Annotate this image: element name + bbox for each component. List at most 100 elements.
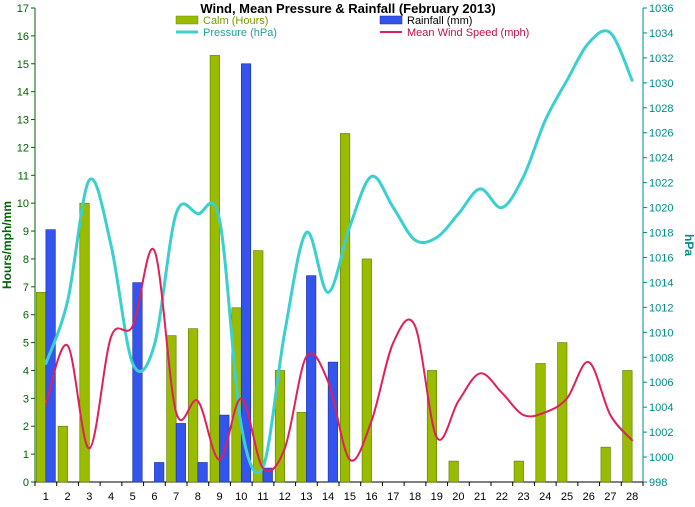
calm-bar — [296, 411, 307, 483]
y2-tick-label: 998 — [649, 477, 667, 489]
calm-bar — [426, 370, 438, 483]
rainfall-bar — [197, 462, 208, 483]
legend: Calm (Hours) Rainfall (mm) Pressure (hPa… — [175, 15, 529, 39]
x-tick-label: 24 — [539, 491, 551, 503]
x-tick-label: 9 — [217, 491, 223, 503]
x-tick-label: 17 — [387, 491, 399, 503]
y2-tick-label: 1004 — [649, 402, 673, 414]
x-tick-label: 7 — [173, 491, 179, 503]
y2-tick-label: 1034 — [649, 28, 673, 40]
y2-tick-label: 1014 — [649, 277, 673, 289]
pressure-line — [44, 29, 634, 475]
wind-speed-line — [44, 247, 634, 473]
y-tick-label: 17 — [17, 3, 29, 15]
calm-bar — [622, 370, 633, 483]
y-tick-label: 13 — [17, 115, 29, 127]
y2-tick-label: 1024 — [649, 153, 673, 165]
y2-tick-label: 1010 — [649, 327, 673, 339]
x-tick-label: 18 — [409, 491, 421, 503]
x-tick-label: 15 — [344, 491, 356, 503]
calm-bar — [340, 133, 351, 483]
y2-tick-label: 1002 — [649, 427, 673, 439]
x-tick-label: 22 — [496, 491, 508, 503]
legend-label-calm: Calm (Hours) — [203, 15, 268, 27]
x-tick-label: 3 — [86, 491, 92, 503]
x-tick-label: 25 — [561, 491, 573, 503]
y-tick-label: 15 — [17, 59, 29, 71]
y-tick-label: 1 — [23, 449, 29, 461]
plot-area: 0123456789101112131415161799810001002100… — [17, 3, 674, 503]
x-tick-label: 6 — [151, 491, 157, 503]
y-tick-label: 14 — [17, 87, 29, 99]
y2-tick-label: 1032 — [649, 53, 673, 65]
y-tick-label: 2 — [23, 421, 29, 433]
calm-bar — [188, 328, 199, 483]
y2-tick-label: 1036 — [649, 3, 673, 15]
y-tick-label: 4 — [23, 365, 29, 377]
x-tick-label: 19 — [431, 491, 443, 503]
y-tick-label: 8 — [23, 254, 29, 266]
x-tick-label: 13 — [300, 491, 312, 503]
x-tick-label: 12 — [279, 491, 291, 503]
legend-label-rainfall: Rainfall (mm) — [407, 15, 472, 27]
x-tick-label: 10 — [235, 491, 247, 503]
y-tick-label: 11 — [18, 170, 29, 182]
calm-bar — [600, 446, 611, 483]
chart-title: Wind, Mean Pressure & Rainfall (February… — [200, 1, 495, 16]
x-tick-label: 4 — [108, 491, 114, 503]
legend-swatch-calm — [175, 15, 199, 25]
calm-bar — [557, 342, 568, 483]
x-tick-label: 20 — [452, 491, 464, 503]
y-tick-label: 16 — [17, 31, 29, 43]
rainfall-bar — [240, 63, 252, 483]
x-tick-label: 28 — [626, 491, 638, 503]
y-axis-label: Hours/mph/mm — [0, 201, 14, 289]
y2-tick-label: 1000 — [649, 452, 673, 464]
rainfall-bar — [175, 423, 186, 483]
calm-bar — [361, 258, 372, 483]
y-tick-label: 9 — [23, 226, 29, 238]
x-tick-label: 27 — [604, 491, 616, 503]
rainfall-bar — [132, 282, 143, 483]
y-tick-label: 6 — [23, 310, 29, 322]
y-tick-label: 5 — [23, 338, 29, 350]
y2-tick-label: 1030 — [649, 78, 673, 90]
y2-tick-label: 1022 — [649, 178, 673, 190]
y-tick-label: 12 — [17, 142, 29, 154]
calm-bar — [209, 55, 220, 483]
x-tick-label: 2 — [65, 491, 71, 503]
y2-tick-label: 1018 — [649, 228, 673, 240]
y2-tick-label: 1026 — [649, 128, 673, 140]
y-tick-label: 7 — [23, 282, 29, 294]
rainfall-bar — [262, 467, 273, 483]
calm-bar — [513, 460, 524, 483]
y2-axis-label: hPa — [682, 234, 695, 256]
x-tick-label: 16 — [365, 491, 377, 503]
rainfall-bar — [306, 275, 317, 483]
y2-tick-label: 1016 — [649, 252, 673, 264]
x-tick-label: 21 — [474, 491, 486, 503]
legend-label-pressure: Pressure (hPa) — [203, 27, 277, 39]
rainfall-bar — [327, 361, 338, 483]
y2-tick-label: 1028 — [649, 103, 673, 115]
calm-bar — [36, 292, 47, 483]
legend-label-wind: Mean Wind Speed (mph) — [407, 27, 529, 39]
y2-tick-label: 1020 — [649, 203, 673, 215]
rainfall-bar — [154, 462, 165, 483]
x-tick-label: 26 — [583, 491, 595, 503]
calm-bar — [448, 460, 459, 483]
calm-bar — [535, 363, 546, 483]
y2-tick-label: 1008 — [649, 352, 673, 364]
x-tick-label: 8 — [195, 491, 201, 503]
legend-swatch-rainfall — [379, 15, 403, 25]
x-tick-label: 11 — [257, 491, 268, 503]
calm-bar — [57, 425, 68, 483]
x-tick-label: 23 — [517, 491, 529, 503]
y-tick-label: 10 — [17, 198, 29, 210]
x-tick-label: 1 — [43, 491, 49, 503]
y2-tick-label: 1006 — [649, 377, 673, 389]
x-tick-label: 14 — [322, 491, 334, 503]
y2-tick-label: 1012 — [649, 302, 673, 314]
rainfall-bar — [45, 229, 56, 483]
